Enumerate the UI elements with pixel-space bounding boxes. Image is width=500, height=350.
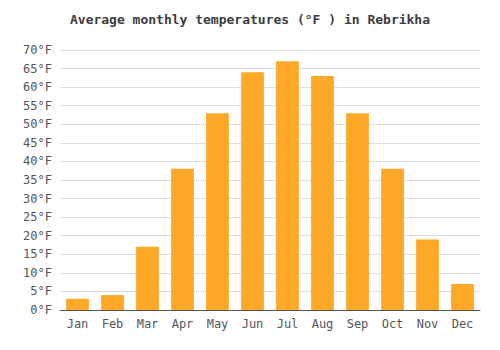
svg-text:Feb: Feb (102, 317, 124, 331)
svg-text:55°F: 55°F (23, 99, 52, 113)
svg-text:60°F: 60°F (23, 80, 52, 94)
svg-text:Oct: Oct (382, 317, 404, 331)
svg-text:Mar: Mar (137, 317, 159, 331)
svg-text:5°F: 5°F (30, 284, 52, 298)
svg-text:65°F: 65°F (23, 62, 52, 76)
svg-text:Jun: Jun (242, 317, 264, 331)
svg-text:50°F: 50°F (23, 117, 52, 131)
svg-text:0°F: 0°F (30, 303, 52, 317)
svg-text:Sep: Sep (347, 317, 369, 331)
svg-text:40°F: 40°F (23, 154, 52, 168)
svg-text:Average monthly temperatures (: Average monthly temperatures (°F ) in Re… (70, 12, 430, 27)
svg-text:Dec: Dec (452, 317, 474, 331)
svg-text:20°F: 20°F (23, 229, 52, 243)
svg-text:15°F: 15°F (23, 247, 52, 261)
svg-text:Apr: Apr (172, 317, 194, 331)
svg-text:35°F: 35°F (23, 173, 52, 187)
svg-text:10°F: 10°F (23, 266, 52, 280)
svg-text:45°F: 45°F (23, 136, 52, 150)
svg-text:Aug: Aug (312, 317, 334, 331)
svg-text:Jan: Jan (67, 317, 89, 331)
svg-text:Nov: Nov (417, 317, 439, 331)
svg-text:25°F: 25°F (23, 210, 52, 224)
svg-text:30°F: 30°F (23, 192, 52, 206)
svg-text:May: May (207, 317, 229, 331)
svg-text:Jul: Jul (277, 317, 299, 331)
svg-text:70°F: 70°F (23, 43, 52, 57)
